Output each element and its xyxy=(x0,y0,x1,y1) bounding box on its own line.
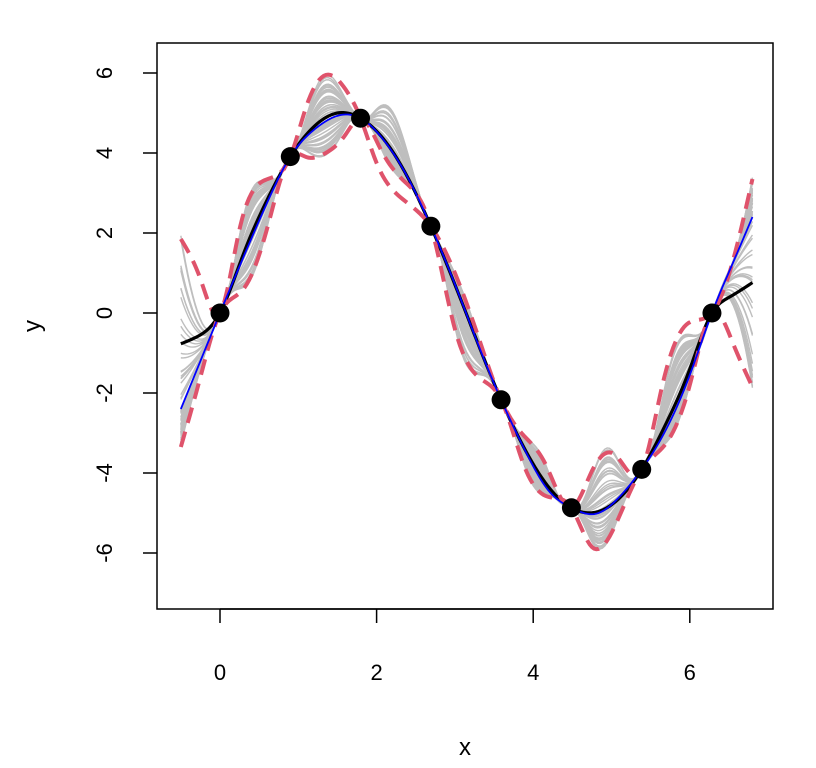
x-tick-label: 4 xyxy=(527,660,539,685)
observed-point xyxy=(491,390,511,410)
y-tick-label: -6 xyxy=(92,543,117,563)
x-axis: 0 2 4 6 xyxy=(214,608,696,685)
y-tick-label: -4 xyxy=(92,463,117,483)
y-tick-label: 4 xyxy=(92,147,117,159)
sample-path-line xyxy=(180,79,754,510)
band-upper-line xyxy=(179,72,755,510)
band-lower-line xyxy=(178,116,755,552)
observed-point xyxy=(421,216,441,236)
posterior-mean-line xyxy=(180,113,754,516)
observed-point xyxy=(632,459,652,479)
observed-point xyxy=(702,303,722,323)
y-tick-label: 2 xyxy=(92,227,117,239)
observed-point xyxy=(280,147,300,167)
series-layer xyxy=(178,72,755,552)
x-tick-label: 6 xyxy=(684,660,696,685)
x-axis-title: x xyxy=(459,734,471,761)
x-tick-label: 2 xyxy=(370,660,382,685)
x-tick-label: 0 xyxy=(214,660,226,685)
y-axis: -6 -4 -2 0 2 4 6 xyxy=(92,67,157,563)
y-tick-label: -2 xyxy=(92,383,117,403)
observed-points-layer xyxy=(210,108,722,518)
sample-path-line xyxy=(180,73,754,518)
observed-point xyxy=(210,303,230,323)
y-axis-title: y xyxy=(19,320,46,332)
y-tick-label: 0 xyxy=(92,307,117,319)
y-tick-label: 6 xyxy=(92,67,117,79)
observed-point xyxy=(351,108,371,128)
observed-point xyxy=(561,498,581,518)
